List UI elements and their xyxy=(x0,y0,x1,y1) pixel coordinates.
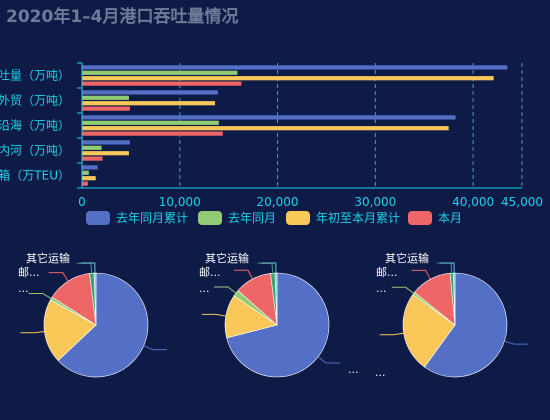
x-tick-label: 30,000 xyxy=(354,195,396,209)
pie-leader-line xyxy=(411,269,431,280)
pie-slice xyxy=(453,272,456,326)
bar xyxy=(82,176,96,181)
pie-leader-line xyxy=(143,345,167,351)
pie-label: 邮... xyxy=(376,266,398,279)
bar xyxy=(82,81,242,86)
pie-label: ... xyxy=(18,282,29,295)
pie-label: ... xyxy=(376,282,387,295)
page-title: 2020年1–4月港口吞吐量情况 xyxy=(6,7,239,27)
bar xyxy=(82,120,219,125)
pie-leader-line xyxy=(257,262,274,274)
pie-label: ... xyxy=(199,282,210,295)
bar xyxy=(82,126,449,131)
bar xyxy=(82,181,88,186)
pie-label: 其它运输 xyxy=(205,251,249,265)
pie-slice xyxy=(57,272,149,378)
bar xyxy=(82,151,129,156)
pie-leader-line xyxy=(201,313,226,317)
legend-swatch xyxy=(198,211,222,225)
y-category-label: 沿海（万吨） xyxy=(0,118,70,133)
y-category-label: 外贸（万吨） xyxy=(0,94,70,108)
bar xyxy=(82,65,508,70)
pie-leader-line xyxy=(20,331,45,334)
y-category-label: 内河（万吨） xyxy=(0,144,70,158)
pie-label: 其它运输 xyxy=(385,251,429,265)
x-tick-label: 20,000 xyxy=(257,195,299,209)
legend-swatch xyxy=(286,211,310,225)
legend-swatch xyxy=(86,211,110,225)
y-category-label: 货物吞吐量（万吨） xyxy=(0,68,70,83)
pie-label: 邮... xyxy=(18,266,40,279)
bar xyxy=(82,101,215,106)
pie-leader-line xyxy=(317,356,340,364)
pie-leader-line xyxy=(28,292,52,299)
pie-leader-line xyxy=(214,286,237,294)
pie-leader-line xyxy=(379,332,404,336)
pie-leader-line xyxy=(48,272,69,282)
bar xyxy=(82,76,494,81)
pie-leader-line xyxy=(440,262,455,274)
pie-slice xyxy=(226,272,330,378)
x-tick-label: 40,000 xyxy=(452,195,494,209)
bar xyxy=(82,106,130,111)
bar xyxy=(82,165,98,170)
x-tick-label: 45,000 xyxy=(501,195,543,209)
pie-leader-line xyxy=(76,262,93,274)
bar xyxy=(82,95,129,100)
pie-slice xyxy=(424,272,508,378)
pie-leader-line xyxy=(504,340,528,345)
pie-label: 其它运输 xyxy=(26,251,70,265)
x-tick-label: 10,000 xyxy=(159,195,201,209)
bar xyxy=(82,170,89,175)
bar xyxy=(82,145,102,150)
bar xyxy=(82,90,218,95)
x-tick-label: 0 xyxy=(78,195,86,209)
pie-label: ... xyxy=(375,366,386,379)
pie-slice xyxy=(43,299,97,362)
pie-leader-line xyxy=(437,262,453,274)
bar xyxy=(82,140,130,145)
pie-leader-line xyxy=(391,286,415,294)
legend-label: 本月 xyxy=(438,211,462,225)
legend-label: 去年同月 xyxy=(228,211,276,225)
pie-leader-line xyxy=(233,269,254,280)
pie-label: ... xyxy=(348,363,359,376)
pie-slice xyxy=(93,272,97,326)
pie-slice xyxy=(274,272,278,326)
pie-leader-line xyxy=(80,262,96,274)
bar xyxy=(82,115,456,120)
bar xyxy=(82,156,103,161)
legend-label: 年初至本月累计 xyxy=(316,211,400,225)
y-category-label: 集装箱（万TEU） xyxy=(0,168,70,183)
bar xyxy=(82,70,238,75)
pie-label: 邮... xyxy=(199,266,221,279)
legend-label: 去年同月累计 xyxy=(116,211,188,225)
legend-swatch xyxy=(408,211,432,225)
pie-leader-line xyxy=(261,262,277,274)
bar xyxy=(82,131,223,136)
